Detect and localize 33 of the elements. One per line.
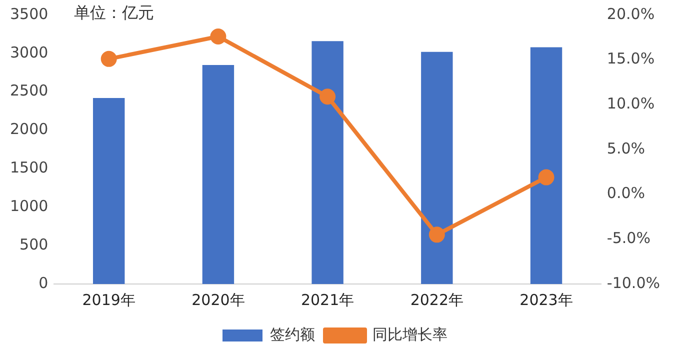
bar bbox=[202, 64, 234, 284]
point bbox=[320, 88, 336, 105]
y-tick-label: 1500 bbox=[10, 158, 48, 177]
x-tick-label: 2020年 bbox=[192, 290, 245, 309]
x-tick-label: 2019年 bbox=[82, 290, 136, 309]
bar bbox=[92, 98, 125, 284]
y-tick-label: 500 bbox=[20, 235, 48, 254]
bar bbox=[312, 41, 344, 284]
x-tick-label: 2023年 bbox=[520, 290, 573, 309]
y2-tick-label: 10.0% bbox=[606, 94, 655, 113]
y2-tick-label: -10.0% bbox=[606, 274, 660, 292]
legend-label: 签约额 bbox=[270, 325, 315, 344]
point bbox=[428, 226, 445, 243]
y2-tick-label: 0.0% bbox=[606, 184, 646, 202]
y2-tick-label: -5.0% bbox=[606, 229, 650, 248]
bar bbox=[530, 47, 562, 284]
y-tick-label: 2500 bbox=[10, 82, 48, 100]
x-tick-label: 2022年 bbox=[410, 290, 464, 309]
y2-tick-label: 15.0% bbox=[606, 50, 655, 68]
x-tick-label: 2021年 bbox=[300, 290, 354, 309]
y-tick-label: 2000 bbox=[10, 120, 48, 138]
y2-tick-label: 5.0% bbox=[606, 139, 646, 158]
point bbox=[210, 28, 226, 45]
legend-label: 同比增长率 bbox=[372, 325, 448, 344]
point bbox=[538, 169, 554, 186]
y-tick-label: 0 bbox=[38, 274, 48, 292]
y-tick-label: 3500 bbox=[10, 4, 48, 23]
y-tick-label: 3000 bbox=[10, 43, 48, 62]
y2-tick-label: 20.0% bbox=[606, 4, 655, 23]
point bbox=[100, 50, 117, 67]
annotation: 单位：亿元 bbox=[74, 3, 154, 22]
y-tick-label: 1000 bbox=[10, 197, 48, 216]
bar bbox=[421, 52, 453, 284]
